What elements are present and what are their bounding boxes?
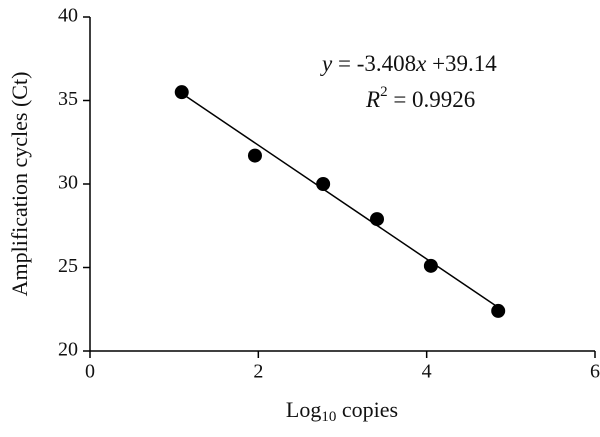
- x-tick-label: 6: [590, 361, 600, 383]
- point: [370, 212, 385, 227]
- y-tick-label: 25: [58, 255, 78, 277]
- y-tick-label: 30: [58, 172, 78, 194]
- equation-part: y: [320, 51, 333, 76]
- r-rest: = 0.9926: [388, 87, 476, 112]
- point: [491, 303, 506, 318]
- point: [423, 258, 438, 273]
- point: [174, 85, 189, 100]
- fit-line: [181, 92, 499, 309]
- point: [316, 177, 331, 191]
- equation-part: = -3.408: [332, 51, 416, 76]
- x-label-rest: copies: [336, 397, 398, 422]
- y-tick-label: 35: [58, 88, 78, 110]
- y-axis-label: Amplification cycles (Ct): [7, 72, 32, 297]
- r-squared: R2 = 0.9926: [365, 84, 475, 112]
- equation: y = -3.408x +39.14: [320, 51, 497, 76]
- r-sup: 2: [380, 84, 388, 100]
- x-label-text: Log: [286, 397, 321, 422]
- equation-part: x: [415, 51, 427, 76]
- equation-part: +39.14: [426, 51, 497, 76]
- point: [247, 148, 262, 163]
- r-base: R: [365, 87, 380, 112]
- x-tick-label: 0: [85, 361, 95, 383]
- x-tick-label: 2: [253, 361, 263, 383]
- x-tick-label: 4: [422, 361, 432, 383]
- y-tick-label: 40: [58, 5, 78, 27]
- y-tick-label: 20: [58, 339, 78, 361]
- x-axis-label: Log10 copies: [286, 397, 398, 425]
- x-label-sub: 10: [321, 409, 336, 425]
